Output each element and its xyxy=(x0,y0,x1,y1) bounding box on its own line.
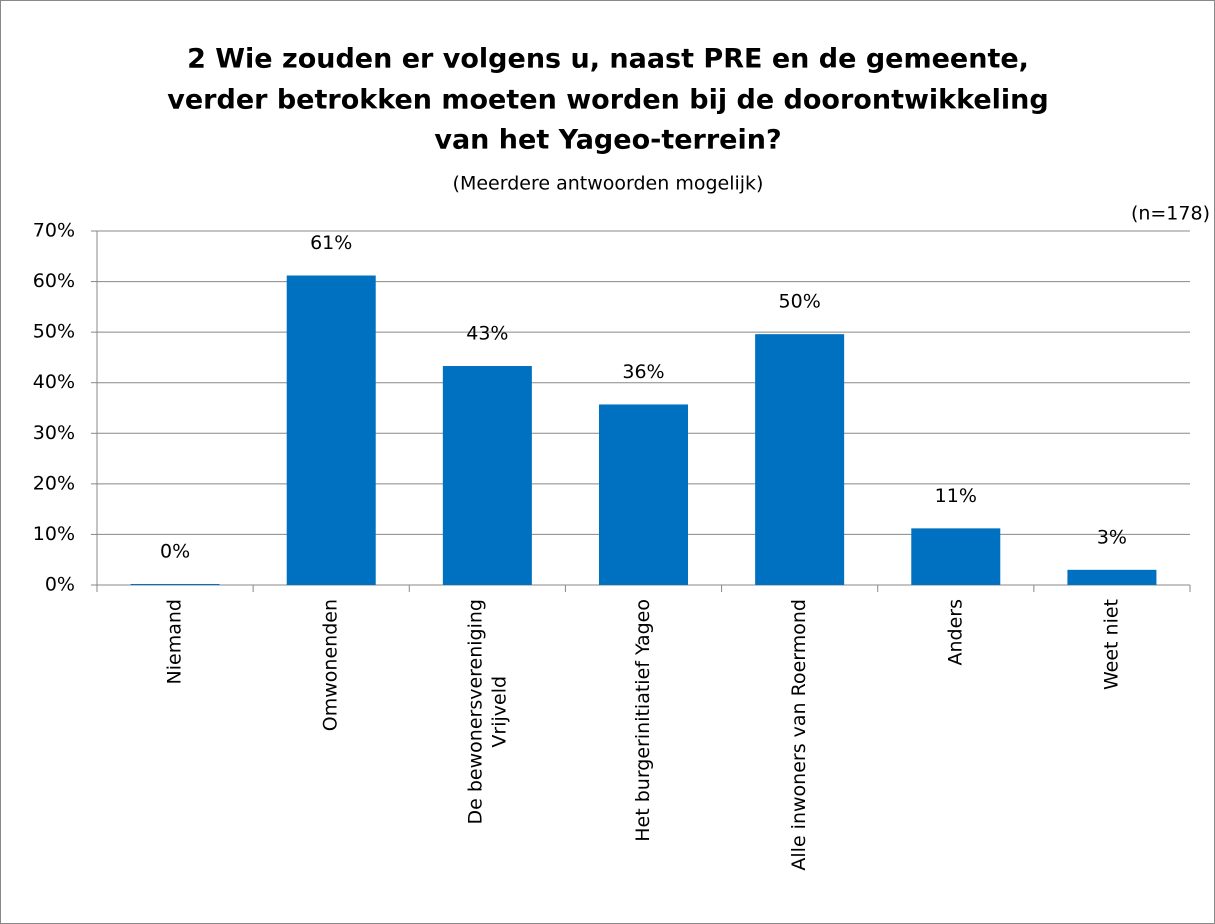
chart-title: 2 Wie zouden er volgens u, naast PRE en … xyxy=(187,44,1029,75)
bar xyxy=(442,366,532,585)
chart-title: verder betrokken moeten worden bij de do… xyxy=(167,85,1048,116)
bar xyxy=(911,528,1001,585)
x-tick-label: Weet niet xyxy=(1100,599,1122,690)
chart-title: van het Yageo-terrein? xyxy=(434,125,781,156)
x-tick-label: Het burgerinitiatief Yageo xyxy=(632,599,654,842)
data-label: 50% xyxy=(779,291,821,313)
data-label: 43% xyxy=(466,323,508,345)
data-label: 3% xyxy=(1097,526,1127,548)
bar xyxy=(755,334,845,585)
bar xyxy=(130,583,220,585)
y-tick-label: 10% xyxy=(33,523,75,545)
data-label: 0% xyxy=(160,540,190,562)
x-tick-label: Anders xyxy=(944,599,966,666)
y-tick-label: 40% xyxy=(33,371,75,393)
data-label: 61% xyxy=(310,232,352,254)
chart-subtitle: (Meerdere antwoorden mogelijk) xyxy=(453,173,764,195)
y-tick-label: 70% xyxy=(33,220,75,242)
y-tick-label: 50% xyxy=(33,321,75,343)
bar xyxy=(1067,569,1157,585)
y-tick-label: 60% xyxy=(33,270,75,292)
y-tick-label: 0% xyxy=(45,574,75,596)
annotation: (n=178) xyxy=(1131,203,1210,225)
x-tick-label: Niemand xyxy=(164,599,186,684)
x-tick-label: Alle inwoners van Roermond xyxy=(788,599,810,871)
y-tick-label: 30% xyxy=(33,422,75,444)
y-tick-label: 20% xyxy=(33,472,75,494)
x-tick-label: De bewonersvereniging Vrijveld xyxy=(464,599,510,825)
data-label: 11% xyxy=(935,485,977,507)
x-tick-label: Omwonenden xyxy=(320,599,342,731)
data-label: 36% xyxy=(622,361,664,383)
bar xyxy=(598,404,689,585)
bar xyxy=(286,275,376,585)
